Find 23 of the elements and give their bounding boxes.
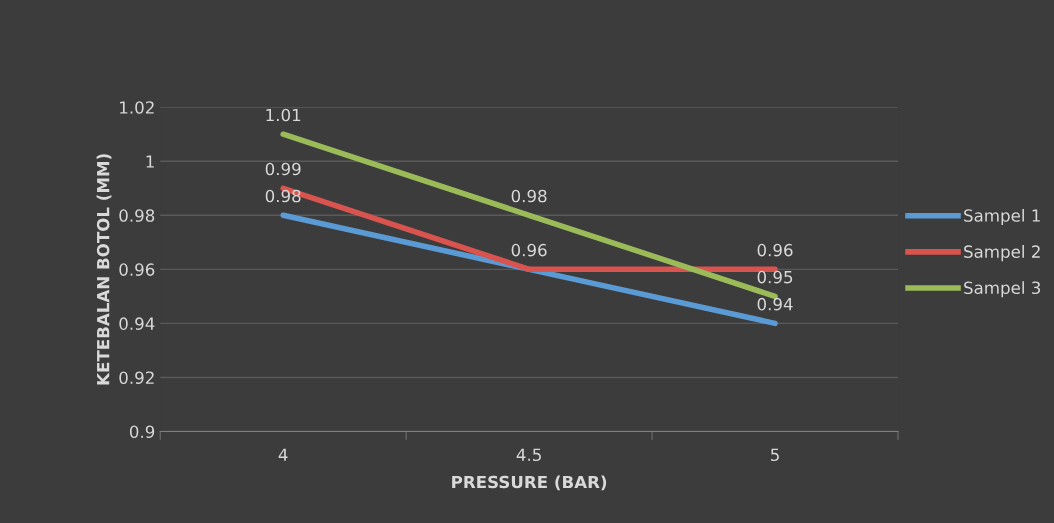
y-tick-label: 0.9 bbox=[129, 425, 155, 439]
y-tick-label: 0.98 bbox=[119, 209, 155, 222]
x-tick-label: 4.5 bbox=[516, 448, 541, 462]
legend-label: Sampel 2 bbox=[964, 245, 1040, 262]
data-label: 0.96 bbox=[511, 243, 547, 257]
legend-label: Sampel 1 bbox=[964, 208, 1040, 226]
y-tick-label: 1 bbox=[146, 155, 154, 168]
x-tick-label: 5 bbox=[771, 448, 779, 462]
x-tick-label: 4 bbox=[278, 448, 288, 461]
data-label: 0.98 bbox=[265, 189, 301, 203]
data-label: 0.94 bbox=[757, 297, 793, 311]
data-label: 1.01 bbox=[266, 108, 301, 122]
legend-label: Sampel 3 bbox=[964, 281, 1041, 298]
y-tick-label: 0.96 bbox=[119, 263, 155, 276]
y-axis-title: KETEBALAN BOTOL (MM) bbox=[96, 154, 112, 385]
data-label: 0.99 bbox=[265, 162, 301, 176]
y-tick-label: 0.94 bbox=[119, 317, 155, 330]
data-label: 0.95 bbox=[757, 270, 793, 284]
y-tick-label: 0.92 bbox=[119, 371, 154, 384]
data-label: 0.98 bbox=[511, 189, 547, 203]
x-axis-title: PRESSURE (BAR) bbox=[452, 475, 607, 491]
y-tick-label: 1.02 bbox=[120, 101, 154, 114]
data-label: 0.96 bbox=[757, 243, 793, 257]
